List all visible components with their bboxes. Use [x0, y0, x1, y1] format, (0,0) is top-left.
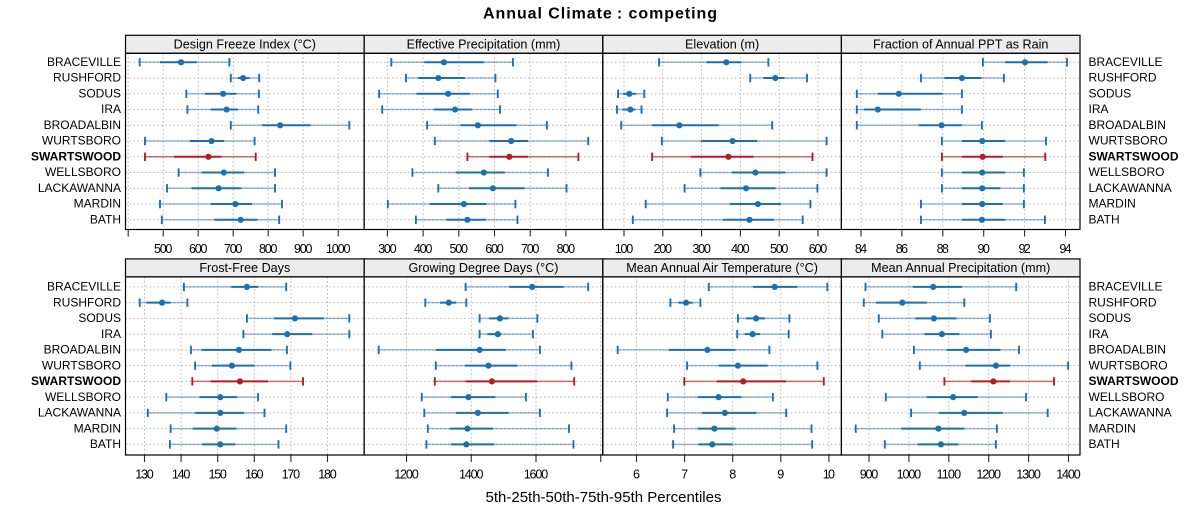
svg-text:WURTSBORO: WURTSBORO: [42, 358, 121, 372]
svg-text:130: 130: [135, 468, 154, 482]
svg-text:500: 500: [770, 242, 789, 256]
svg-text:1000: 1000: [326, 242, 351, 256]
svg-text:BATH: BATH: [1089, 437, 1120, 451]
svg-text:300: 300: [378, 242, 397, 256]
svg-text:MARDIN: MARDIN: [74, 421, 121, 435]
svg-text:1200: 1200: [976, 468, 1001, 482]
svg-text:100: 100: [615, 242, 634, 256]
svg-text:BRACEVILLE: BRACEVILLE: [1089, 280, 1163, 294]
svg-text:86: 86: [896, 242, 908, 256]
svg-text:180: 180: [318, 468, 337, 482]
svg-text:IRA: IRA: [1089, 102, 1109, 116]
svg-text:400: 400: [414, 242, 433, 256]
svg-text:300: 300: [692, 242, 711, 256]
svg-text:MARDIN: MARDIN: [1089, 421, 1136, 435]
svg-text:84: 84: [855, 242, 867, 256]
svg-text:1100: 1100: [937, 468, 962, 482]
svg-text:1200: 1200: [394, 468, 419, 482]
svg-text:WELLSBORO: WELLSBORO: [1089, 390, 1165, 404]
svg-text:200: 200: [654, 242, 673, 256]
svg-text:BATH: BATH: [1089, 212, 1120, 226]
svg-text:Fraction of Annual PPT as Rain: Fraction of Annual PPT as Rain: [873, 38, 1048, 52]
svg-text:SODUS: SODUS: [78, 311, 121, 325]
svg-text:RUSHFORD: RUSHFORD: [1089, 295, 1157, 309]
svg-text:800: 800: [259, 242, 278, 256]
svg-text:Mean Annual Air Temperature (°: Mean Annual Air Temperature (°C): [626, 261, 818, 275]
svg-text:150: 150: [208, 468, 227, 482]
svg-text:1400: 1400: [459, 468, 484, 482]
svg-text:600: 600: [485, 242, 504, 256]
svg-text:1400: 1400: [1056, 468, 1081, 482]
svg-text:MARDIN: MARDIN: [74, 197, 121, 211]
svg-text:BROADALBIN: BROADALBIN: [1089, 118, 1166, 132]
svg-text:WURTSBORO: WURTSBORO: [42, 134, 121, 148]
svg-text:Annual Climate : competing: Annual Climate : competing: [483, 6, 717, 23]
svg-text:170: 170: [282, 468, 301, 482]
svg-text:Frost-Free Days: Frost-Free Days: [199, 261, 290, 275]
svg-text:WURTSBORO: WURTSBORO: [1089, 358, 1168, 372]
svg-text:WELLSBORO: WELLSBORO: [45, 390, 121, 404]
svg-text:1600: 1600: [524, 468, 549, 482]
svg-text:SODUS: SODUS: [78, 86, 121, 100]
svg-text:LACKAWANNA: LACKAWANNA: [1089, 406, 1172, 420]
svg-text:900: 900: [860, 468, 879, 482]
svg-text:SODUS: SODUS: [1089, 311, 1132, 325]
svg-text:SWARTSWOOD: SWARTSWOOD: [31, 374, 121, 388]
svg-text:1300: 1300: [1016, 468, 1041, 482]
svg-text:500: 500: [154, 242, 173, 256]
svg-text:BROADALBIN: BROADALBIN: [44, 118, 121, 132]
svg-text:94: 94: [1059, 242, 1071, 256]
svg-text:BATH: BATH: [90, 212, 121, 226]
svg-text:SWARTSWOOD: SWARTSWOOD: [1089, 149, 1179, 163]
svg-text:160: 160: [245, 468, 263, 482]
svg-text:IRA: IRA: [1089, 327, 1109, 341]
svg-text:90: 90: [978, 242, 990, 256]
svg-text:RUSHFORD: RUSHFORD: [1089, 71, 1157, 85]
svg-text:BRACEVILLE: BRACEVILLE: [1089, 55, 1163, 69]
svg-text:LACKAWANNA: LACKAWANNA: [38, 181, 121, 195]
svg-text:IRA: IRA: [101, 327, 121, 341]
svg-text:6: 6: [633, 468, 640, 482]
svg-text:7: 7: [681, 468, 688, 482]
svg-text:BRACEVILLE: BRACEVILLE: [47, 280, 121, 294]
svg-text:LACKAWANNA: LACKAWANNA: [38, 406, 121, 420]
svg-text:9: 9: [777, 468, 784, 482]
svg-text:400: 400: [731, 242, 750, 256]
svg-text:800: 800: [557, 242, 576, 256]
svg-text:WELLSBORO: WELLSBORO: [1089, 165, 1165, 179]
svg-text:RUSHFORD: RUSHFORD: [53, 71, 121, 85]
svg-text:MARDIN: MARDIN: [1089, 197, 1136, 211]
svg-text:92: 92: [1018, 242, 1030, 256]
svg-text:SODUS: SODUS: [1089, 86, 1132, 100]
svg-text:500: 500: [450, 242, 469, 256]
svg-text:600: 600: [809, 242, 828, 256]
svg-text:IRA: IRA: [101, 102, 121, 116]
svg-text:Elevation (m): Elevation (m): [685, 38, 759, 52]
svg-text:Mean Annual Precipitation (mm): Mean Annual Precipitation (mm): [871, 261, 1050, 275]
svg-text:LACKAWANNA: LACKAWANNA: [1089, 181, 1172, 195]
svg-text:SWARTSWOOD: SWARTSWOOD: [31, 149, 121, 163]
svg-text:Effective Precipitation (mm): Effective Precipitation (mm): [407, 38, 561, 52]
svg-text:BROADALBIN: BROADALBIN: [1089, 343, 1166, 357]
svg-text:600: 600: [189, 242, 208, 256]
svg-text:Design Freeze Index (°C): Design Freeze Index (°C): [174, 38, 316, 52]
svg-text:SWARTSWOOD: SWARTSWOOD: [1089, 374, 1179, 388]
svg-text:8: 8: [729, 468, 736, 482]
svg-text:700: 700: [224, 242, 243, 256]
svg-text:BRACEVILLE: BRACEVILLE: [47, 55, 121, 69]
svg-text:140: 140: [172, 468, 191, 482]
svg-text:BATH: BATH: [90, 437, 121, 451]
svg-text:5th-25th-50th-75th-95th Percen: 5th-25th-50th-75th-95th Percentiles: [486, 489, 722, 506]
svg-text:10: 10: [823, 468, 835, 482]
svg-text:Growing Degree Days (°C): Growing Degree Days (°C): [408, 261, 558, 275]
svg-text:900: 900: [294, 242, 313, 256]
svg-text:WELLSBORO: WELLSBORO: [45, 165, 121, 179]
svg-text:700: 700: [521, 242, 540, 256]
svg-text:WURTSBORO: WURTSBORO: [1089, 134, 1168, 148]
svg-text:BROADALBIN: BROADALBIN: [44, 343, 121, 357]
svg-text:88: 88: [937, 242, 949, 256]
svg-text:1000: 1000: [897, 468, 922, 482]
svg-text:RUSHFORD: RUSHFORD: [53, 295, 121, 309]
